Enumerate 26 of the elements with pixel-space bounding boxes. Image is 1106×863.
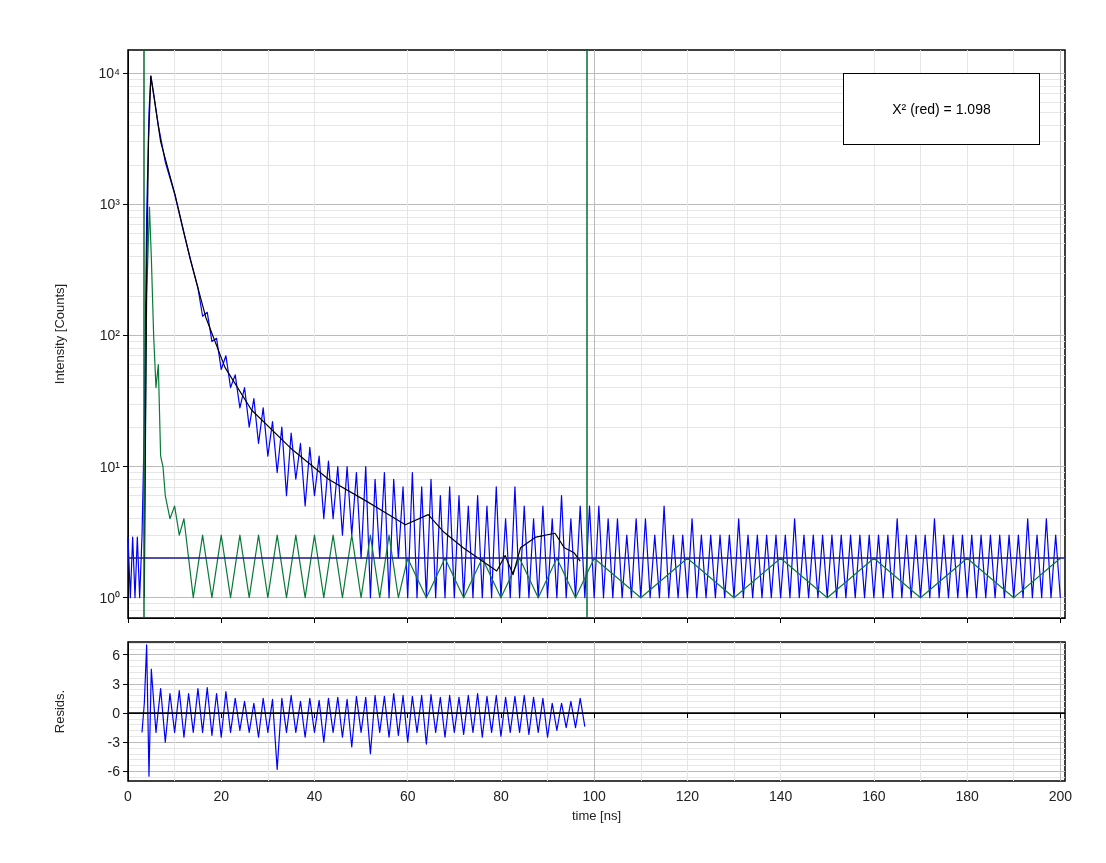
- x-tick-label: 200: [1048, 788, 1073, 804]
- y-axis-title: Resids.: [52, 689, 67, 734]
- y-tick-label: 10³: [99, 196, 121, 213]
- y-tick-label: 3: [112, 675, 121, 692]
- x-tick-label: 180: [955, 788, 979, 804]
- x-tick-label: 60: [399, 788, 416, 804]
- y-tick-label: 10⁴: [98, 65, 120, 82]
- x-tick-label: 80: [493, 788, 509, 804]
- x-tick-label: 140: [768, 788, 793, 804]
- y-tick-label: 10¹: [99, 458, 121, 475]
- x-tick-label: 0: [124, 788, 133, 804]
- x-tick-label: 160: [862, 788, 886, 804]
- x-axis-title: time [ns]: [571, 808, 622, 823]
- y-tick-label: 0: [112, 704, 121, 721]
- line-series: [141, 644, 586, 777]
- y-tick-label: 6: [112, 646, 121, 663]
- y-tick-label: -6: [107, 763, 121, 780]
- x-tick-label: 40: [306, 788, 323, 804]
- x-tick-label: 120: [675, 788, 700, 804]
- note-box: X² (red) = 1.098: [843, 73, 1040, 145]
- y-axis-title: Intensity [Counts]: [52, 283, 67, 385]
- y-tick-label: 10²: [99, 327, 121, 344]
- x-tick-label: 20: [213, 788, 230, 804]
- y-tick-label: -3: [107, 734, 121, 751]
- y-tick-label: 10⁰: [99, 589, 120, 606]
- x-tick-label: 100: [582, 788, 607, 804]
